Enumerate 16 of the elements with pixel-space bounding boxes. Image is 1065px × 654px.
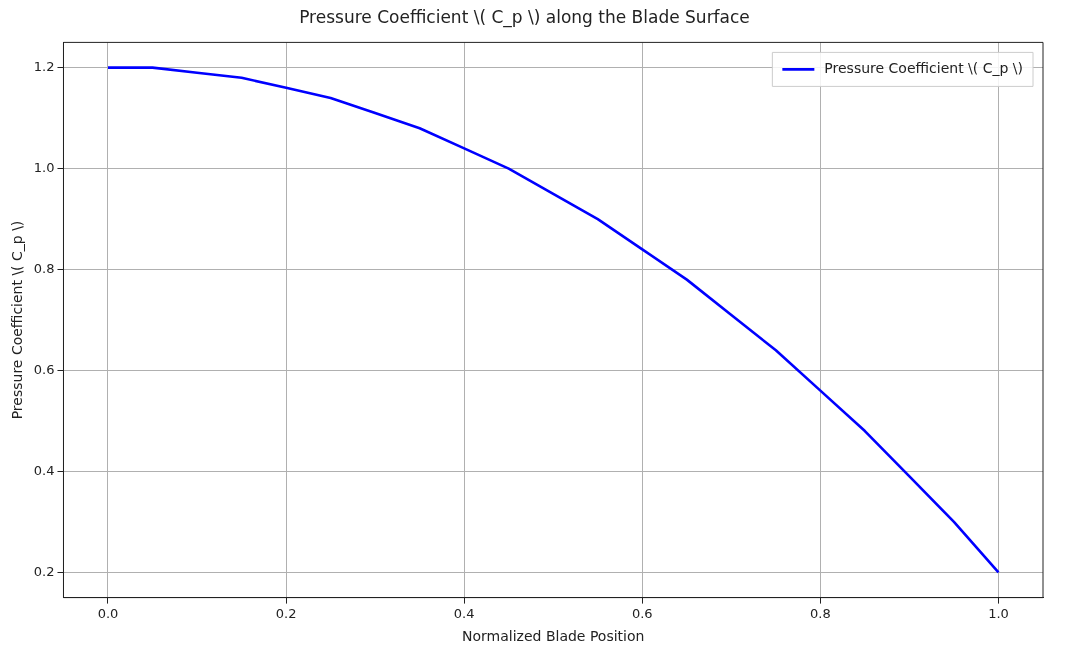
x-tick-label: 0.4 xyxy=(453,605,475,621)
x-tick-label: 0.8 xyxy=(810,605,831,621)
legend-label: Pressure Coefficient \( C_p \) xyxy=(824,60,1023,77)
x-tick-label: 0.6 xyxy=(631,605,653,621)
chart-title: Pressure Coefficient \( C_p \) along the Blade Surface xyxy=(299,6,750,28)
x-tick-label: 1.0 xyxy=(988,605,1009,621)
y-tick-label: 0.8 xyxy=(33,260,55,276)
y-axis-title: Pressure Coefficient \( C_p \) xyxy=(9,220,26,420)
x-axis-title: Normalized Blade Position xyxy=(462,628,645,645)
y-tick-label: 0.4 xyxy=(33,462,55,478)
y-tick-label: 1.2 xyxy=(33,59,55,75)
x-tick-label: 0.2 xyxy=(275,605,297,621)
y-tick-label: 1.0 xyxy=(33,159,55,175)
x-tick-label: 0.0 xyxy=(97,605,119,621)
y-tick-label: 0.6 xyxy=(33,361,55,377)
y-tick-label: 0.2 xyxy=(33,563,55,579)
